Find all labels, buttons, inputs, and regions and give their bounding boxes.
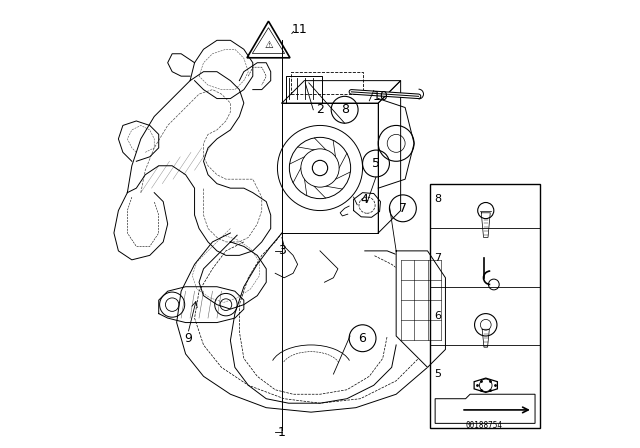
Text: 10: 10 <box>372 90 388 103</box>
Text: 9: 9 <box>184 332 192 345</box>
Text: 5: 5 <box>435 369 441 379</box>
Text: 4: 4 <box>361 193 369 206</box>
Text: 00188754: 00188754 <box>465 421 502 430</box>
Text: 1: 1 <box>278 426 286 439</box>
Text: 5: 5 <box>372 157 380 170</box>
Text: 6: 6 <box>358 332 367 345</box>
Text: ⚠: ⚠ <box>264 40 273 50</box>
Text: 3: 3 <box>278 244 286 258</box>
Text: 11: 11 <box>292 22 308 36</box>
Text: 2: 2 <box>316 103 324 116</box>
Text: 6: 6 <box>435 311 441 321</box>
Text: 7: 7 <box>435 253 442 263</box>
Polygon shape <box>396 251 445 367</box>
Text: 8: 8 <box>435 194 442 204</box>
Text: 7: 7 <box>399 202 407 215</box>
Text: 8: 8 <box>340 103 349 116</box>
